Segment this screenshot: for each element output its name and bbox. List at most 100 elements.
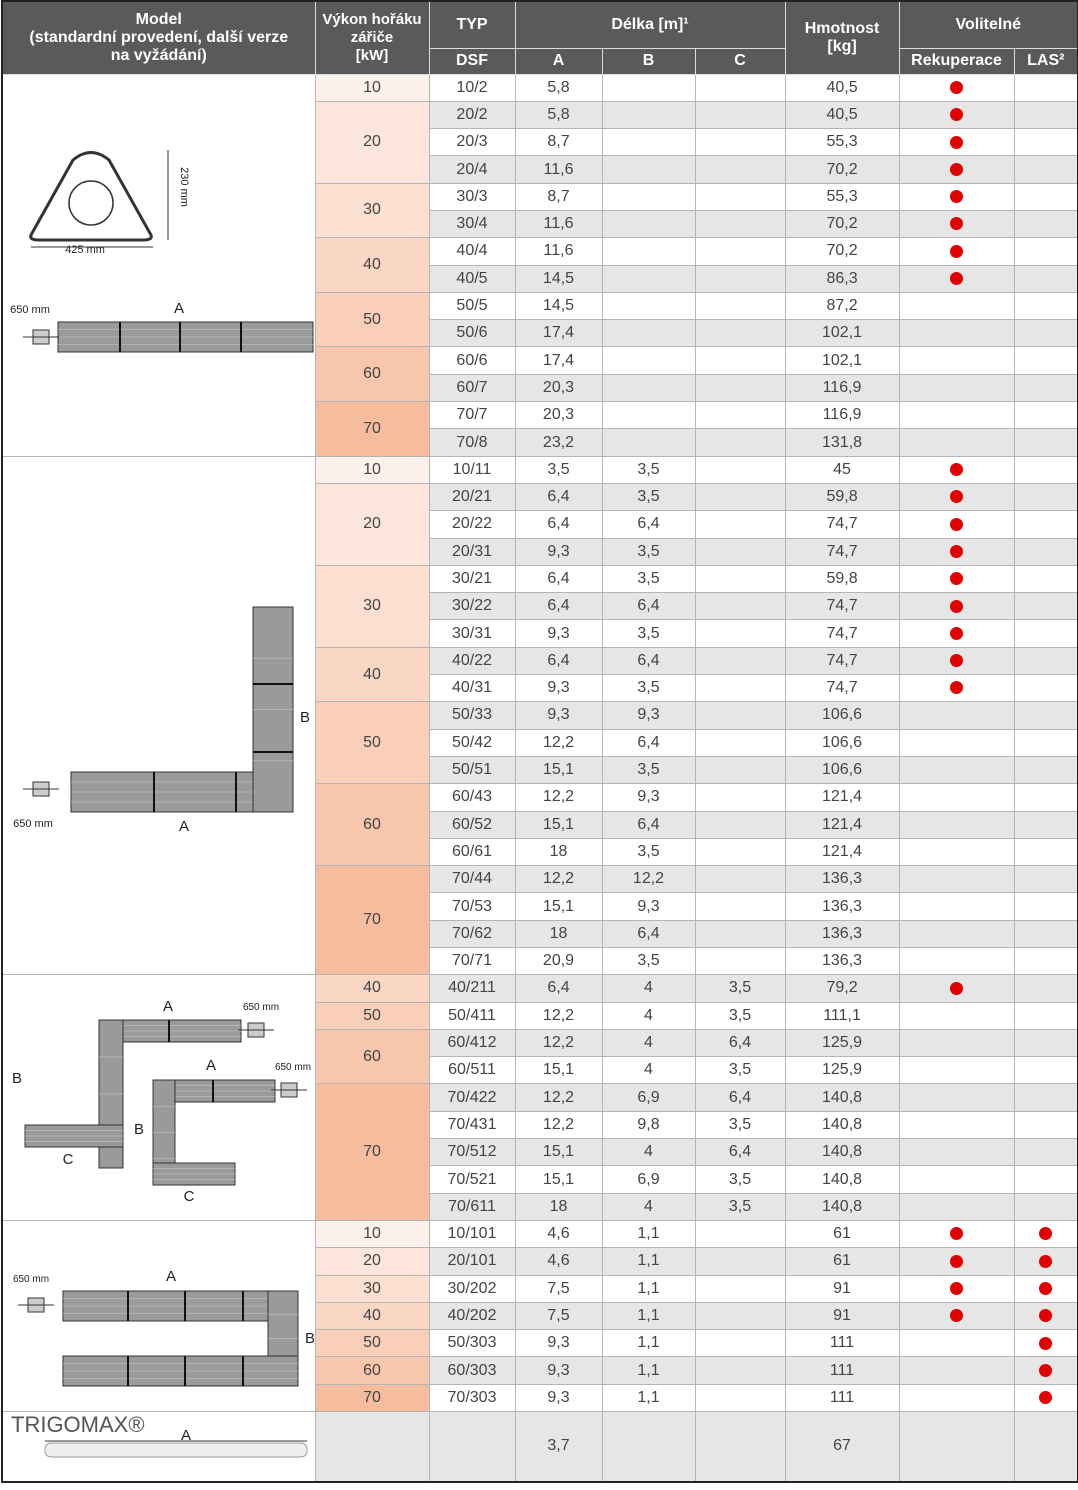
row: TRIGOMAX® A 3,7 67 [1, 1411, 1078, 1483]
cell [428, 1411, 516, 1483]
option-dot [950, 572, 964, 586]
cell: 17,4 [514, 319, 603, 348]
cell: 20/21 [428, 482, 516, 512]
cell: 1,1 [601, 1301, 696, 1331]
cell [694, 674, 786, 703]
cell: 70/521 [428, 1165, 516, 1194]
tube-section [68, 179, 114, 226]
row: 70/512 15,1 4 6,4 140,8 [2, 1138, 1078, 1167]
option-cell [1013, 919, 1078, 949]
cell: 50/411 [428, 1001, 516, 1030]
cell: 74,7 [784, 674, 900, 703]
row: 70 70/44 12,2 12,2 136,3 [2, 865, 1078, 976]
diagram-label: C [184, 1188, 195, 1205]
option-dot [950, 1227, 964, 1241]
power-cell: 40 [314, 1301, 430, 1331]
cell [601, 346, 696, 375]
option-cell [1013, 1301, 1078, 1331]
option-cell [898, 537, 1015, 566]
cell: 5,8 [514, 100, 603, 130]
cell: 70/7 [428, 401, 516, 430]
diagram-label: 650 mm [13, 1274, 49, 1285]
option-cell [1013, 974, 1078, 1003]
cell: 9,3 [514, 701, 603, 730]
header-cell: LAS² [1013, 47, 1078, 75]
cell: 121,4 [784, 837, 900, 867]
cell: 74,7 [784, 619, 900, 648]
cell: 20/2 [428, 100, 516, 130]
cell: 111 [784, 1383, 900, 1413]
diagram-label: 425 mm [65, 244, 105, 256]
option-cell [1013, 1192, 1078, 1221]
diagram-label: A [174, 300, 184, 317]
cell: 18 [514, 919, 603, 949]
cell: 140,8 [784, 1083, 900, 1112]
option-dot [950, 654, 964, 668]
option-dot [950, 190, 964, 204]
row: 30/4 11,6 70,2 [2, 209, 1078, 239]
option-cell [1013, 155, 1078, 184]
cell [694, 373, 786, 403]
cell: 6,4 [601, 646, 696, 676]
row: 40/5 14,5 86,3 [2, 264, 1078, 293]
option-cell [1013, 73, 1078, 102]
cell: 4 [601, 1192, 696, 1221]
option-cell [1013, 1028, 1078, 1058]
cell: 50/51 [428, 755, 516, 785]
cell: 59,8 [784, 482, 900, 512]
option-cell [898, 510, 1015, 539]
cell: 111,1 [784, 1001, 900, 1030]
diagram-label: B [305, 1330, 315, 1347]
option-cell [1013, 865, 1078, 894]
option-cell [898, 237, 1015, 266]
cell: 60/43 [428, 783, 516, 812]
option-cell [1013, 946, 1078, 976]
diagram-label: 650 mm [243, 1002, 279, 1013]
option-cell [1013, 1247, 1078, 1276]
option-dot [1039, 1309, 1053, 1323]
cell: 1,1 [601, 1219, 696, 1249]
option-dot [950, 1281, 964, 1295]
power-cell: 30 [314, 564, 430, 648]
option-cell [898, 209, 1015, 239]
cell: 3,7 [514, 1411, 603, 1483]
cell [694, 1383, 786, 1413]
option-cell [898, 346, 1015, 375]
option-cell [1013, 482, 1078, 512]
option-cell [1013, 128, 1078, 157]
cell: 15,1 [514, 1165, 603, 1194]
cell [601, 155, 696, 184]
cell: 9,3 [601, 783, 696, 812]
diagram-label: A [206, 1057, 216, 1074]
cell: 136,3 [784, 892, 900, 921]
row: 50 50/5 14,5 87,2 [2, 291, 1078, 348]
option-cell [898, 1329, 1015, 1358]
cell: 3,5 [601, 564, 696, 594]
cell: 111 [784, 1329, 900, 1358]
model-diagram: TRIGOMAX® A [1, 1411, 316, 1483]
cell [694, 783, 786, 812]
model-diagram: 650 mm A B [1, 1219, 316, 1413]
cell: 55,3 [784, 182, 900, 211]
cell: 136,3 [784, 865, 900, 894]
option-dot [1039, 1281, 1053, 1295]
option-cell [898, 701, 1015, 730]
cell: 40,5 [784, 73, 900, 102]
cell: 140,8 [784, 1192, 900, 1221]
header-cell: C [694, 47, 786, 75]
cell [601, 264, 696, 293]
cell [694, 892, 786, 921]
cell [694, 592, 786, 621]
diagram-label: 650 mm [275, 1062, 311, 1073]
option-cell [898, 100, 1015, 130]
option-cell [1013, 810, 1078, 839]
row: 40 40/22 6,4 6,4 74,7 [2, 646, 1078, 703]
cell [694, 128, 786, 157]
cell: 87,2 [784, 291, 900, 321]
cell: 140,8 [784, 1165, 900, 1194]
cell [694, 619, 786, 648]
cell: 1,1 [601, 1356, 696, 1385]
diagram: A 650 mm B C A 650 mm B C [12, 998, 311, 1205]
